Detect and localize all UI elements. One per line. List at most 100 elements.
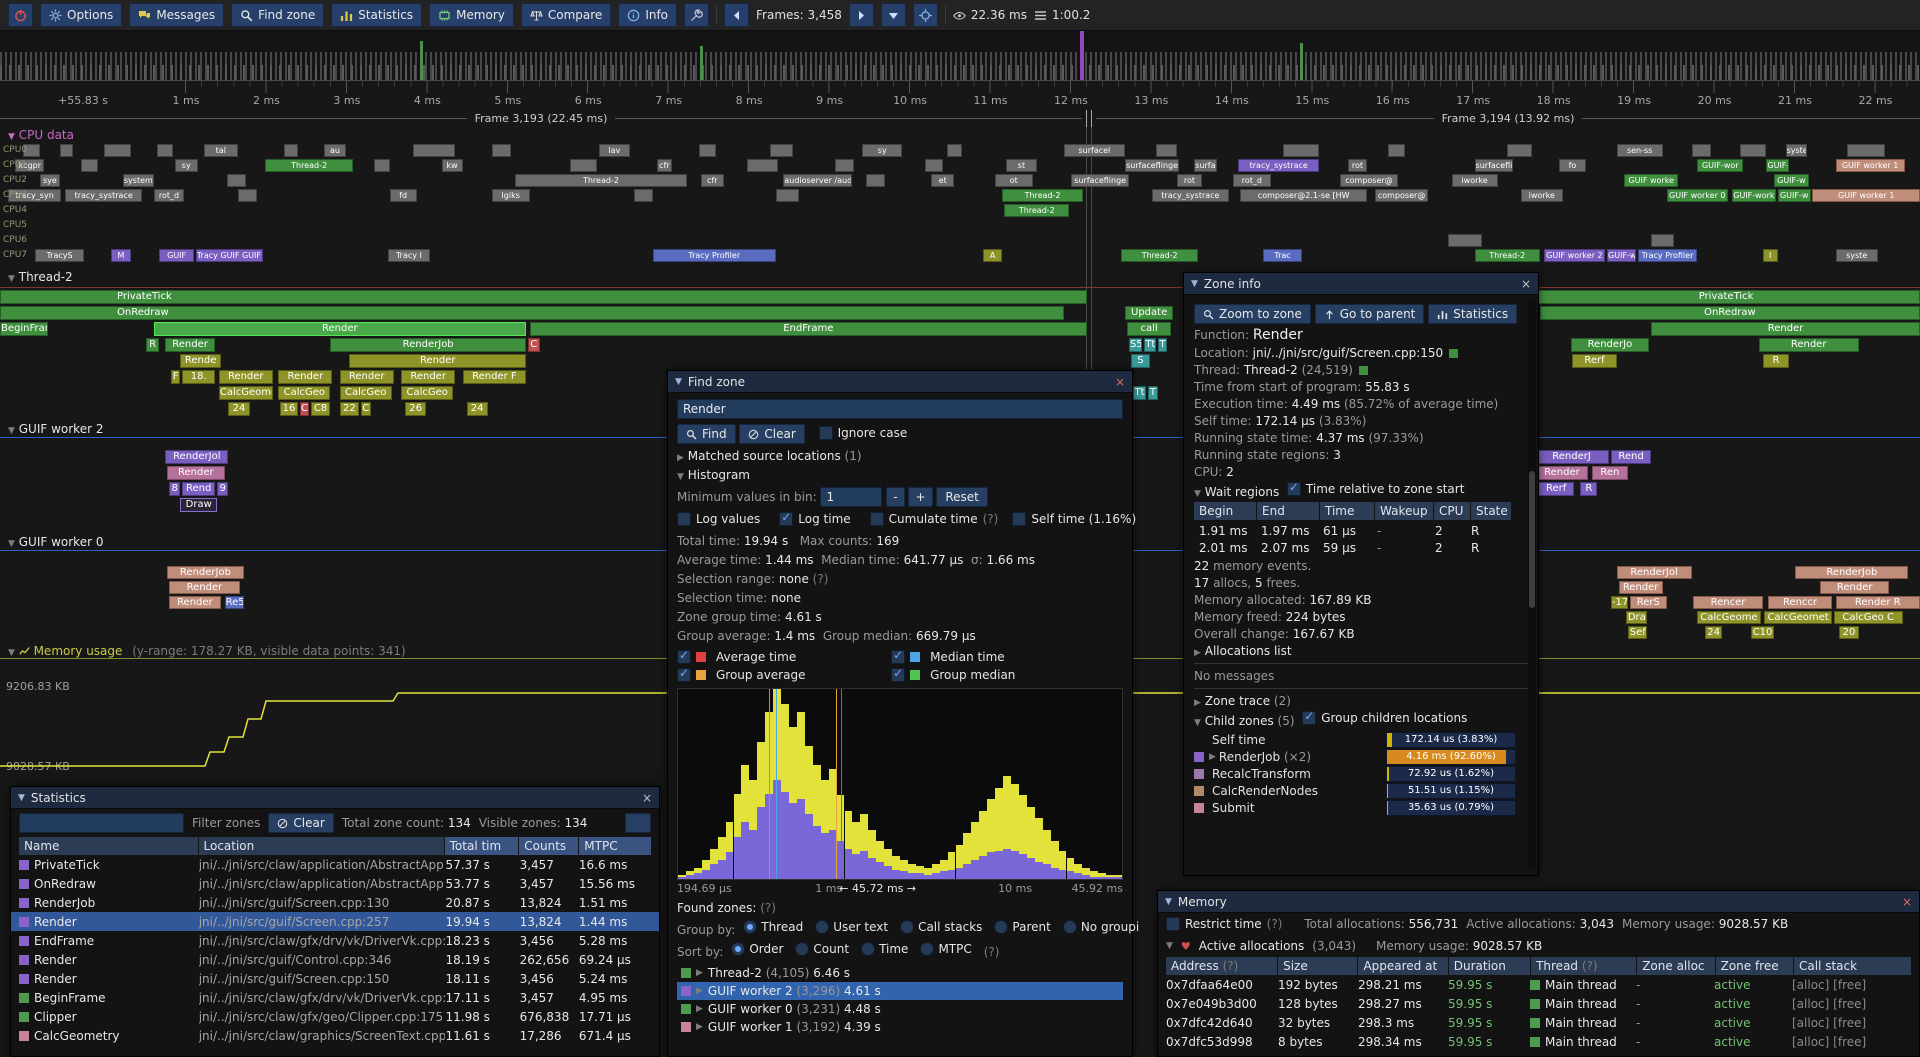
timeline-zone[interactable]: fd <box>389 189 417 202</box>
timeline-zone[interactable]: Render F <box>462 370 527 384</box>
timeline-zone[interactable]: CalcGeo <box>278 386 331 400</box>
timeline-zone[interactable]: CalcGeome <box>218 386 273 400</box>
column-header-location[interactable]: Location <box>198 837 444 855</box>
timeline-zone[interactable]: Thread-2 <box>264 159 354 172</box>
relative-time-checkbox[interactable]: Time relative to zone start <box>1286 480 1464 496</box>
timeline-zone[interactable]: Dra <box>1626 611 1648 624</box>
find-zone-titlebar[interactable]: ▼ Find zone × <box>668 371 1132 393</box>
timeline-zone[interactable]: Thread-2 <box>1002 189 1083 202</box>
timeline-zone[interactable]: Render <box>1820 581 1890 594</box>
timeline-zone[interactable]: RenderJob <box>330 338 527 352</box>
timeline-zone[interactable]: au <box>324 144 346 157</box>
timeline-zone[interactable] <box>1388 144 1406 157</box>
close-icon[interactable]: × <box>1520 276 1531 291</box>
timeline-zone[interactable]: A <box>983 249 1003 262</box>
timeline-zone[interactable]: Render <box>218 370 273 384</box>
messages-button[interactable]: Messages <box>129 3 225 27</box>
timeline-zone[interactable]: 26 <box>405 402 427 416</box>
timeline-zone[interactable]: OnRedraw <box>1539 306 1920 320</box>
table-row[interactable]: 0x7dfc42d640 32 bytes 298.3 ms 59.95 s Main … <box>1166 1015 1867 1030</box>
frames-overview-graph[interactable] <box>0 31 1920 81</box>
min-bin-decrease-button[interactable]: - <box>886 487 905 507</box>
statistics-button[interactable]: Statistics <box>331 3 423 27</box>
timeline-zone[interactable]: 20 <box>1839 626 1859 639</box>
timeline-zone[interactable] <box>570 159 598 172</box>
timeline-zone[interactable] <box>59 144 73 157</box>
timeline-zone[interactable]: GUIF <box>159 249 194 262</box>
timeline-zone[interactable]: 9 <box>216 482 229 496</box>
cpu-data-section-header[interactable]: ▼ CPU data <box>8 128 74 142</box>
timeline-zone[interactable]: M <box>111 249 131 262</box>
timeline-zone[interactable]: sy <box>174 159 198 172</box>
toggle-checkbox[interactable]: Log time <box>779 510 855 526</box>
timeline-zone[interactable]: ot <box>994 174 1033 187</box>
timeline-zone[interactable]: C <box>360 402 371 416</box>
timeline-zone[interactable] <box>1155 144 1177 157</box>
timeline-zone[interactable]: TracyS <box>34 249 85 262</box>
timeline-zone[interactable]: Render <box>1618 581 1663 594</box>
timeline-zone[interactable]: EndFrame <box>529 322 1087 336</box>
timeline-zone[interactable]: GUIF worker 1 <box>1812 189 1920 202</box>
timeline-zone[interactable] <box>769 144 793 157</box>
table-row[interactable]: 2.01 ms 2.07 ms 59 μs -2 R <box>1199 540 1480 555</box>
timeline-zone[interactable]: kcgpr <box>15 159 45 172</box>
timeline-zone[interactable] <box>238 189 258 202</box>
timeline-zone[interactable]: GUIF worker 0 <box>1666 189 1728 202</box>
timeline-zone[interactable]: T <box>1157 338 1168 352</box>
scrollbar-thumb[interactable] <box>1529 471 1535 608</box>
timeline-zone[interactable]: tracy_systrace <box>1152 189 1229 202</box>
timeline-zone[interactable]: 16 <box>280 402 298 416</box>
goto-frame-button[interactable] <box>912 3 938 27</box>
timeline-zone[interactable]: PrivateTick <box>0 290 1087 304</box>
zone-source-location[interactable]: jni/../jni/src/guif/Screen.cpp:150 <box>1252 346 1444 360</box>
active-allocations-row[interactable]: ▼ ♥ Active allocations (3,043) Memory us… <box>1166 939 1543 953</box>
ignore-case-checkbox[interactable]: Ignore case <box>818 425 907 440</box>
found-zone-group-row[interactable]: ▶ Thread-2 (4,105) 6.46 s <box>677 964 1123 982</box>
child-zone-row[interactable]: Submit 35.63 us (0.79%) <box>1194 799 1528 816</box>
child-zone-row[interactable]: RecalcTransform 72.92 us (1.62%) <box>1194 765 1528 782</box>
timeline-zone[interactable]: Render <box>1758 338 1859 352</box>
next-frame-button[interactable] <box>848 3 874 27</box>
thread2-section-header[interactable]: ▼ Thread-2 <box>8 270 73 284</box>
timeline-zone[interactable]: Draw <box>180 498 217 512</box>
timeline-zone[interactable] <box>412 144 456 157</box>
timeline-zone[interactable]: I <box>1762 249 1778 262</box>
legend-checkbox[interactable]: Group average <box>677 666 891 682</box>
timeline-zone[interactable]: Render <box>165 338 216 352</box>
timeline-zone[interactable]: tracy_syn <box>7 189 62 202</box>
timeline-zone[interactable]: sen-ss <box>1616 144 1663 157</box>
table-row[interactable]: Render jni/../jni/src/guif/Screen.cpp:150… <box>11 969 659 988</box>
stats-extra-button[interactable] <box>625 813 651 833</box>
timeline-zone[interactable]: Render <box>401 370 456 384</box>
timeline-zone[interactable]: 24 <box>228 402 250 416</box>
sort-by-radio[interactable]: Count <box>795 942 849 956</box>
timeline-zone[interactable]: sye <box>40 174 60 187</box>
timeline-zone[interactable]: Render <box>349 354 527 368</box>
zone-trace-row[interactable]: ▶ Zone trace (2) <box>1194 694 1291 708</box>
timeline-zone[interactable]: Renccr <box>1768 596 1832 609</box>
timeline-zone[interactable]: call <box>1127 322 1172 336</box>
timeline-zone[interactable]: Rerf <box>1537 482 1575 496</box>
source-indicator-icon[interactable] <box>1449 349 1459 358</box>
timeline-zone[interactable]: system_s <box>1785 144 1807 157</box>
power-button[interactable] <box>8 3 33 27</box>
timeline-zone[interactable]: RenderJol <box>165 450 229 464</box>
legend-checkbox[interactable]: Median time <box>891 648 1105 664</box>
timeline-zone[interactable]: Render <box>167 466 225 480</box>
info-button[interactable]: Info <box>618 3 678 27</box>
timeline-zone[interactable] <box>1739 144 1767 157</box>
timeline-zone[interactable]: Thread-2 <box>1474 249 1540 262</box>
timeline-zone[interactable]: PrivateTick <box>1532 290 1920 304</box>
matched-source-locations-row[interactable]: ▶ Matched source locations (1) <box>677 449 862 463</box>
filter-zones-input[interactable] <box>19 813 184 833</box>
timeline-zone[interactable]: iworke <box>1520 189 1563 202</box>
timeline-zone[interactable]: CalcGeo C <box>1833 611 1903 624</box>
timeline-zone[interactable]: composer@ <box>1374 189 1429 202</box>
find-zone-histogram[interactable] <box>677 688 1123 880</box>
timeline-zone[interactable]: composer@2.1-se [HW <box>1240 189 1368 202</box>
legend-checkbox[interactable]: Group median <box>891 666 1105 682</box>
timeline-zone[interactable]: Render <box>168 596 221 609</box>
timeline-zone[interactable]: Tt <box>1132 386 1147 400</box>
timeline-zone[interactable]: S5 <box>1128 338 1143 352</box>
timeline-zone[interactable]: lgiks <box>491 189 530 202</box>
